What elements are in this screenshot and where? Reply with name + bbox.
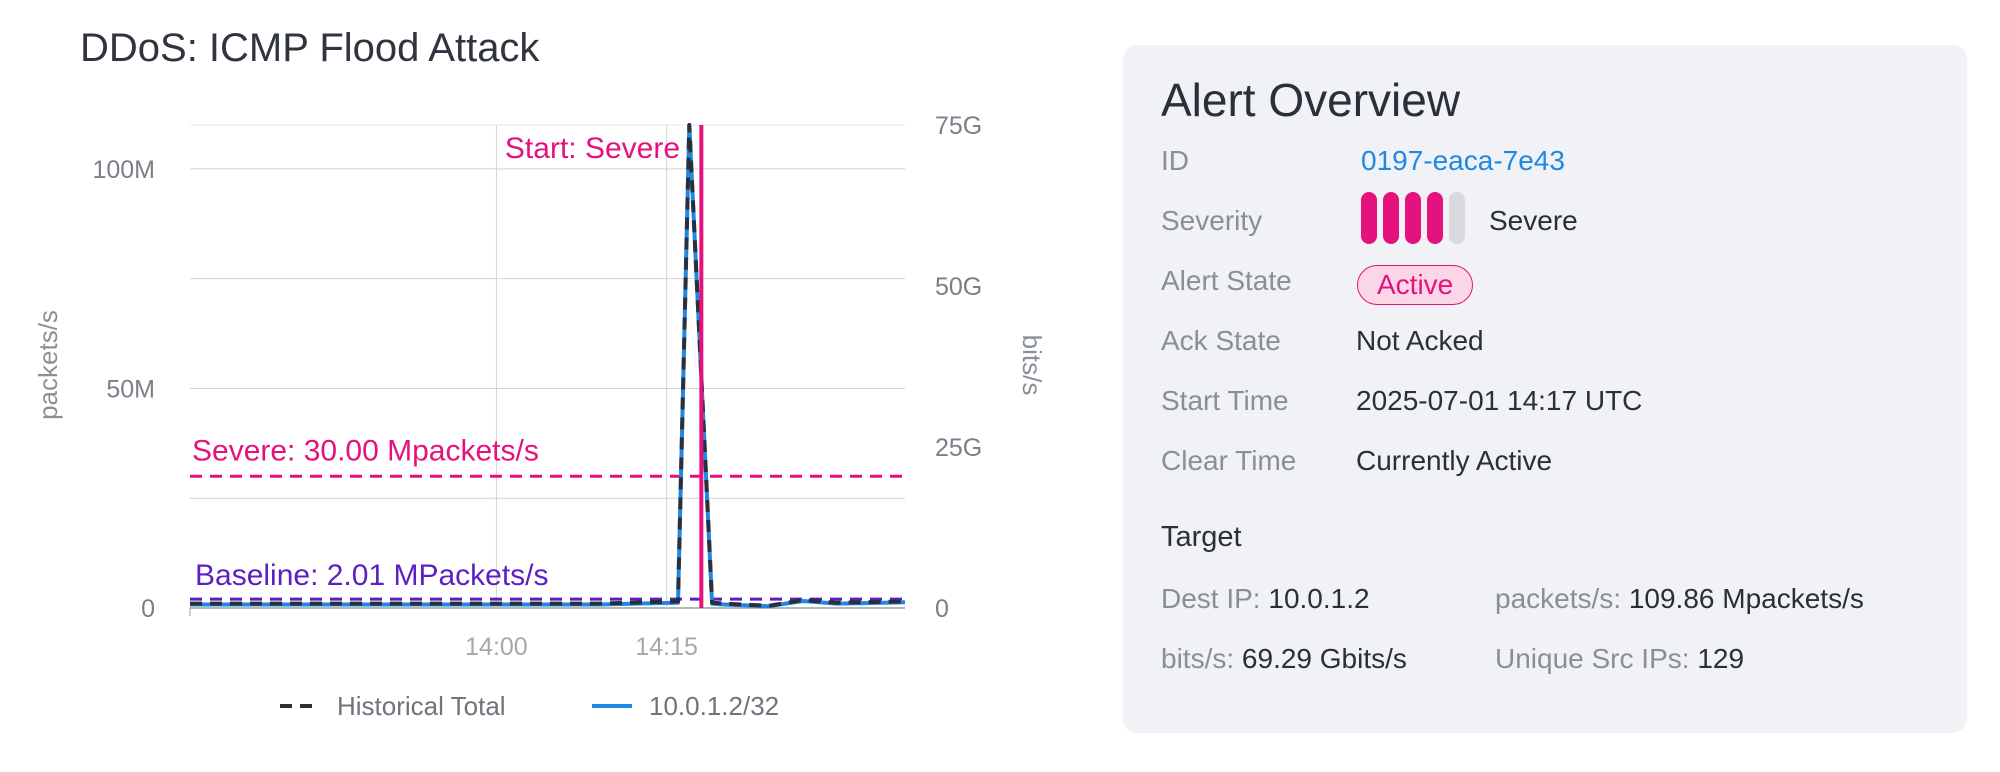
- panel-title: Alert Overview: [1161, 74, 1461, 126]
- series-line: [190, 123, 906, 609]
- x-tick-label: 14:00: [465, 633, 528, 661]
- dest-ip-label: Dest IP:: [1161, 583, 1261, 614]
- dest-ip: Dest IP: 10.0.1.2: [1161, 583, 1370, 615]
- alert-id-link[interactable]: 0197-eaca-7e43: [1361, 145, 1565, 176]
- severity-meter: [1361, 192, 1465, 244]
- legend-label: Historical Total: [337, 691, 506, 721]
- chart-title: DDoS: ICMP Flood Attack: [80, 26, 540, 70]
- y-tick-label: 50M: [106, 375, 155, 403]
- alert-state-label: Alert State: [1161, 265, 1292, 296]
- src-ips-label: Unique Src IPs:: [1495, 643, 1690, 674]
- alert-state-badge: Active: [1357, 265, 1474, 305]
- severity-value: Severe: [1489, 205, 1578, 236]
- start-time-value: 2025-07-01 14:17 UTC: [1356, 385, 1643, 416]
- severity-bar: [1449, 192, 1465, 244]
- ack-state-label: Ack State: [1161, 325, 1281, 356]
- pps-value: 109.86 Mpackets/s: [1628, 583, 1864, 614]
- x-axis: 14:00 14:15: [465, 633, 698, 661]
- y-tick-label: 0: [141, 595, 155, 623]
- event-markers: Start: Severe: [505, 125, 704, 608]
- start-time-label: Start Time: [1161, 385, 1289, 416]
- x-tick-label: 14:15: [635, 633, 698, 661]
- bps-label: bits/s:: [1161, 643, 1235, 674]
- severity-label: Severity: [1161, 205, 1263, 236]
- id-label: ID: [1161, 145, 1189, 176]
- legend: Historical Total 10.0.1.2/32: [280, 691, 779, 721]
- target-heading: Target: [1161, 521, 1242, 553]
- clear-time-label: Clear Time: [1161, 445, 1297, 476]
- bps-value: 69.29 Gbits/s: [1241, 643, 1407, 674]
- threshold-label: Baseline: 2.01 MPackets/s: [195, 559, 549, 592]
- series-line: [190, 123, 906, 608]
- y-tick-label: 100M: [92, 156, 155, 184]
- y2-tick-label: 75G: [935, 112, 982, 140]
- pps-label: packets/s:: [1495, 583, 1622, 614]
- severity-bar: [1427, 192, 1443, 244]
- dest-ip-value: 10.0.1.2: [1268, 583, 1370, 614]
- bits-per-second: bits/s: 69.29 Gbits/s: [1161, 643, 1407, 675]
- y2-tick-label: 0: [935, 595, 949, 623]
- alert-overview-panel: Alert Overview ID 0197-eaca-7e43 Severit…: [1123, 45, 1967, 733]
- threshold-lines: Severe: 30.00 Mpackets/s Baseline: 2.01 M…: [190, 434, 905, 601]
- clear-time-value: Currently Active: [1356, 445, 1553, 476]
- y2-tick-label: 25G: [935, 434, 982, 462]
- series-lines: [190, 123, 906, 609]
- y2-axis-label: bits/s: [1017, 335, 1047, 396]
- severity-bar: [1405, 192, 1421, 244]
- ack-state-value: Not Acked: [1356, 325, 1484, 356]
- severity-bar: [1383, 192, 1399, 244]
- packets-per-second: packets/s: 109.86 Mpackets/s: [1495, 583, 1864, 615]
- y-axis-right: 0 25G 50G 75G: [935, 112, 982, 623]
- src-ips-value: 129: [1697, 643, 1745, 674]
- y2-tick-label: 50G: [935, 273, 982, 301]
- severity-bar: [1361, 192, 1377, 244]
- threshold-label: Severe: 30.00 Mpackets/s: [192, 434, 539, 467]
- y-axis-left: 0 50M 100M: [92, 156, 155, 623]
- y-axis-label: packets/s: [33, 310, 63, 420]
- chart: 0 50M 100M 0 25G 50G 75G 14:00 14:15 packets/s…: [33, 112, 1047, 721]
- start-marker-label: Start: Severe: [505, 132, 680, 165]
- unique-src-ips: Unique Src IPs: 129: [1495, 643, 1744, 675]
- legend-label: 10.0.1.2/32: [649, 691, 779, 721]
- grid: [189, 124, 905, 616]
